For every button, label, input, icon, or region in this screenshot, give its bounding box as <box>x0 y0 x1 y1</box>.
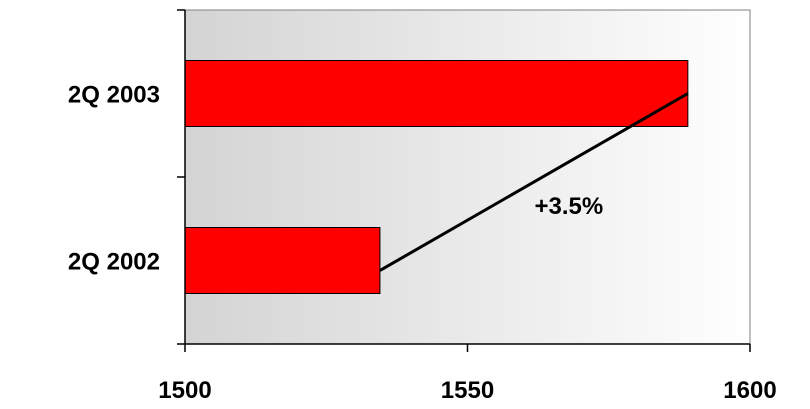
x-tick-label: 1500 <box>158 377 211 404</box>
labels-layer: 2Q 2002 2Q 2003 1500 1550 1600 <box>68 82 777 405</box>
bar-2q-2002 <box>184 227 381 294</box>
x-tick-label: 1600 <box>723 377 776 404</box>
axes-layer <box>177 9 751 352</box>
change-annotation-label: +3.5% <box>535 193 604 220</box>
annotation-layer: +3.5% <box>379 92 689 272</box>
category-label: 2Q 2003 <box>68 82 160 109</box>
x-tick-label: 1550 <box>441 377 494 404</box>
bars-layer <box>184 60 689 294</box>
category-label: 2Q 2002 <box>68 249 160 276</box>
bar-2q-2003 <box>184 60 689 127</box>
change-annotation-line <box>379 92 689 272</box>
